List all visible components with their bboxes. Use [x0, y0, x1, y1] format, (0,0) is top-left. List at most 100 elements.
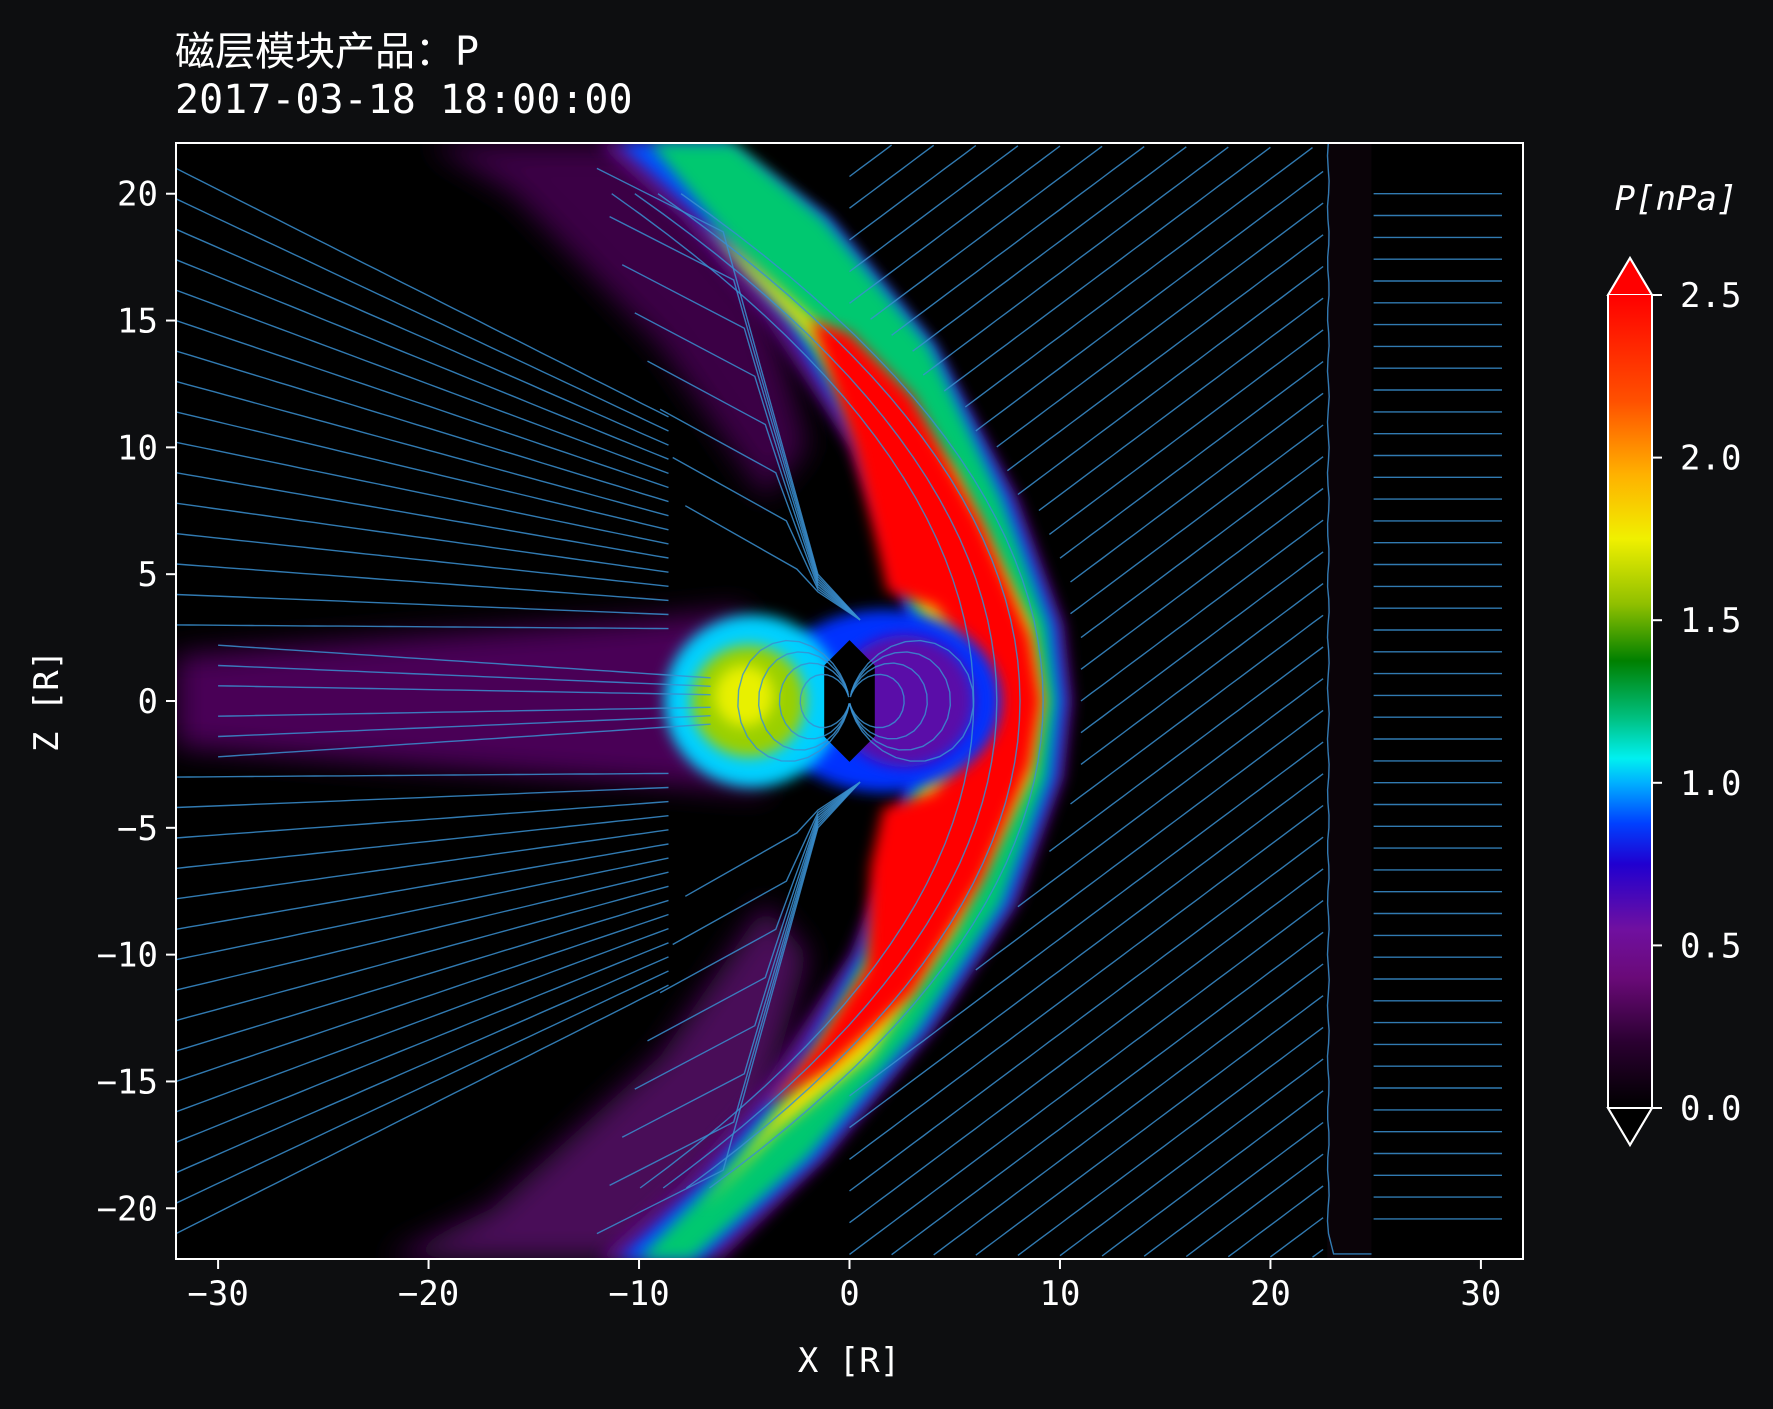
streamline	[621, 781, 861, 1138]
streamline	[1227, 1185, 1324, 1258]
streamline	[849, 145, 1061, 304]
streamline	[778, 662, 850, 740]
streamline	[176, 772, 669, 778]
streamline	[1070, 392, 1324, 583]
colorbar-extend-min	[1606, 1107, 1654, 1147]
streamline	[849, 145, 1019, 273]
streamline	[1017, 1026, 1324, 1256]
streamline	[849, 144, 935, 209]
streamline	[849, 773, 1324, 1129]
colorbar-tick-label: 2.0	[1680, 439, 1741, 479]
y-tick-label: −15	[97, 1062, 158, 1102]
streamline	[912, 146, 1187, 352]
streamline	[964, 147, 1313, 408]
streamline	[634, 781, 861, 1090]
streamline	[849, 836, 1324, 1192]
streamline	[1143, 1121, 1324, 1257]
x-tick-label: 30	[1460, 1274, 1501, 1314]
night-core	[714, 665, 774, 727]
streamline	[1080, 456, 1324, 639]
y-tick-label: −20	[97, 1189, 158, 1229]
streamline	[647, 781, 861, 1042]
streamline	[849, 868, 1324, 1224]
streamline	[176, 885, 669, 1022]
streamline	[218, 723, 711, 758]
streamline	[176, 228, 669, 446]
y-tick-label: 15	[117, 302, 158, 342]
streamline	[659, 781, 861, 994]
streamline	[1059, 1058, 1324, 1257]
streamline	[1080, 583, 1324, 765]
streamline	[176, 624, 669, 630]
upstream-boundary	[1327, 143, 1372, 1259]
streamline	[1059, 361, 1324, 559]
streamline	[1080, 551, 1324, 734]
streamline	[176, 532, 669, 587]
streamline	[1101, 1090, 1324, 1257]
streamline	[1080, 487, 1324, 670]
sheath-green	[639, 143, 1056, 1259]
streamline	[634, 193, 998, 1189]
streamline	[1185, 1153, 1324, 1258]
streamline	[849, 673, 905, 729]
streamline	[176, 319, 669, 489]
streamline	[684, 781, 861, 897]
streamline	[176, 815, 669, 870]
plasma-sheet	[176, 609, 766, 793]
streamline	[1312, 1248, 1324, 1258]
streamline	[176, 800, 669, 839]
streamline	[176, 942, 669, 1143]
streamline	[176, 167, 669, 418]
streamline	[996, 202, 1324, 448]
streamline	[176, 563, 669, 602]
streamline	[218, 685, 711, 696]
streamline	[1048, 329, 1324, 535]
streamline	[609, 781, 861, 1187]
streamline	[975, 170, 1324, 432]
x-axis-label: X [R]	[798, 1341, 900, 1381]
streamline	[757, 651, 850, 751]
streamlines	[176, 143, 1502, 1258]
streamline	[1038, 297, 1324, 512]
streamline	[176, 441, 669, 545]
streamline	[634, 312, 861, 621]
colorbar-scale	[1608, 295, 1652, 1108]
streamline	[176, 411, 669, 531]
y-tick-label: 20	[117, 175, 158, 215]
streamline	[1269, 1217, 1324, 1258]
chart-title: 磁层模块产品：P	[175, 29, 480, 75]
x-tick-label: 20	[1250, 1274, 1291, 1314]
colorbar-tick-label: 1.5	[1680, 601, 1741, 641]
streamline	[849, 662, 928, 740]
y-tick-label: 10	[117, 428, 158, 468]
x-tick-label: −20	[398, 1274, 459, 1314]
streamline	[975, 995, 1324, 1256]
streamline	[176, 198, 669, 432]
streamline	[672, 781, 861, 946]
plot-area	[175, 142, 1524, 1260]
streamline	[611, 193, 975, 1189]
streamline	[659, 408, 861, 621]
colorbar-tick-label: 2.5	[1680, 276, 1741, 316]
flank-north	[428, 143, 808, 499]
colorbar-label: P[nPa]	[1615, 179, 1738, 219]
streamline	[684, 505, 861, 621]
streamline	[176, 857, 669, 961]
streamline	[975, 709, 1324, 971]
streamline	[176, 899, 669, 1052]
streamline	[176, 927, 669, 1113]
y-tick-label: 0	[138, 682, 158, 722]
streamline	[1017, 678, 1324, 908]
streamline	[609, 215, 861, 621]
streamline	[1048, 646, 1324, 852]
streamline	[176, 380, 669, 517]
streamline	[672, 456, 861, 621]
colorbar: P[nPa] 0.0 0.5 1.0 1.5 2.0 2.5	[1606, 179, 1741, 1147]
streamline	[176, 984, 669, 1235]
streamline	[218, 715, 711, 738]
streamline	[176, 786, 669, 809]
streamline	[1017, 265, 1324, 496]
streamline	[849, 144, 977, 241]
streamline	[1070, 424, 1324, 615]
